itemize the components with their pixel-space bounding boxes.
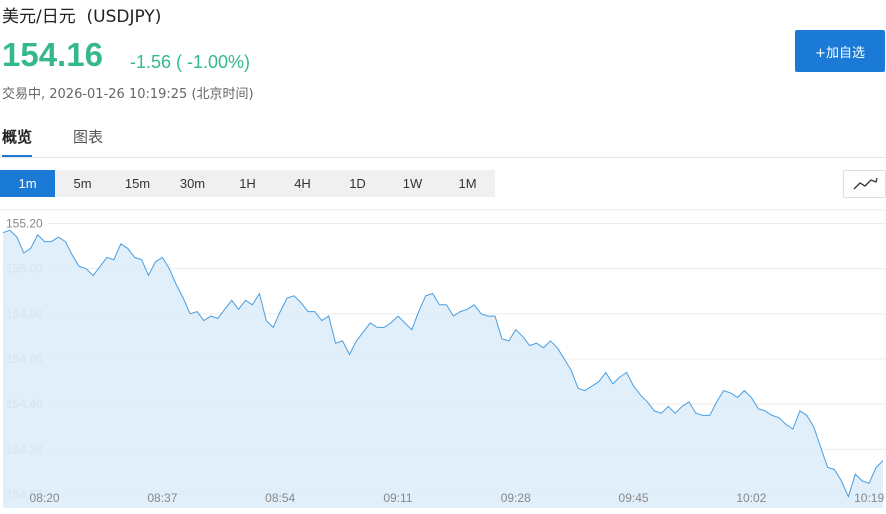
add-watchlist-button[interactable]: +加自选 bbox=[795, 30, 885, 72]
interval-button[interactable]: 5m bbox=[73, 176, 92, 191]
title: 美元/日元 (USDJPY) bbox=[2, 7, 162, 27]
status: 交易中, 2026-01-26 10:19:25 (北京时间) bbox=[2, 87, 254, 102]
interval-button[interactable]: 1H bbox=[239, 176, 256, 191]
x-tick-label: 10:02 bbox=[736, 491, 766, 505]
line bbox=[2, 229, 884, 499]
interval-button[interactable]: 1W bbox=[402, 176, 423, 191]
interval-button[interactable]: 30m bbox=[179, 176, 206, 191]
tab[interactable]: 图表 bbox=[73, 128, 104, 146]
tab[interactable]: 概览 bbox=[2, 126, 33, 158]
x-tick-label: 10:19 bbox=[854, 491, 884, 505]
interval-button[interactable]: 1M bbox=[458, 176, 477, 191]
chart-type-button[interactable] bbox=[843, 170, 886, 198]
y-tick-label: 155.20 bbox=[6, 217, 43, 231]
x-tick-label: 08:37 bbox=[147, 491, 177, 505]
interval-bar: 1m 5m 15m 30m 1H 4H 1D 1W 1M bbox=[0, 170, 495, 197]
x-tick-label: 08:20 bbox=[30, 491, 60, 505]
price: 154.16 bbox=[2, 36, 103, 73]
chart-type-icon bbox=[853, 177, 878, 190]
chart: 155.20155.00154.80154.60154.40154.20154.… bbox=[0, 209, 886, 509]
x-tick-label: 09:28 bbox=[501, 491, 531, 505]
interval-button[interactable]: 1D bbox=[349, 176, 366, 191]
change: -1.56 ( -1.00%) bbox=[130, 52, 251, 72]
x-tick-label: 09:45 bbox=[619, 491, 649, 505]
x-tick-label: 09:11 bbox=[383, 491, 412, 505]
interval-button[interactable]: 4H bbox=[294, 176, 311, 191]
interval-button[interactable]: 15m bbox=[124, 176, 151, 191]
interval-button[interactable]: 1m bbox=[0, 170, 55, 197]
area bbox=[3, 230, 883, 509]
x-tick-label: 08:54 bbox=[265, 491, 295, 505]
separator bbox=[0, 157, 886, 158]
